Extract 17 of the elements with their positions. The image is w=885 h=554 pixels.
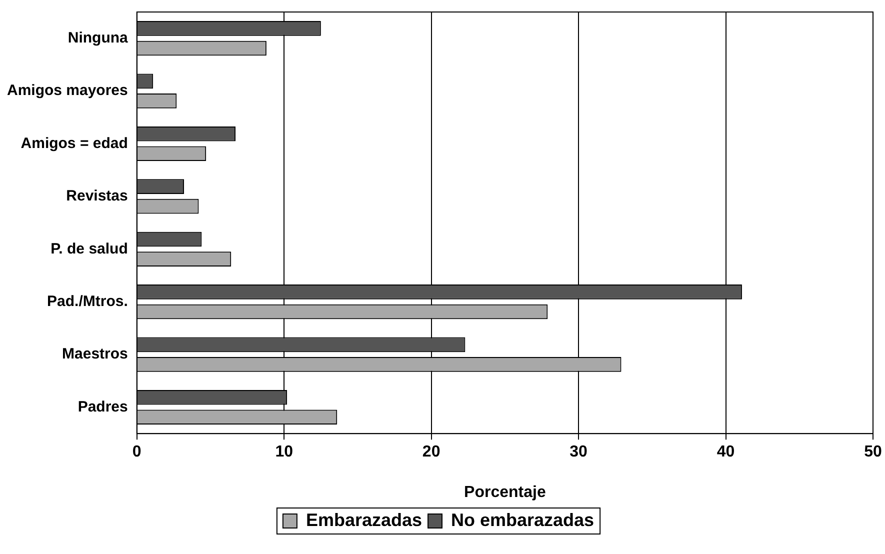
y-tick-label: Pad./Mtros.	[47, 292, 128, 310]
x-tick-label: 40	[716, 444, 735, 461]
y-tick-label: Revistas	[66, 188, 128, 205]
y-tick-label: Maestros	[62, 346, 128, 363]
y-tick-label: Ninguna	[68, 29, 129, 46]
y-tick-label: P. de salud	[50, 240, 128, 258]
legend-label: No embarazadas	[451, 510, 594, 530]
y-tick-label: Amigos = edad	[20, 134, 128, 152]
x-tick-label: 0	[132, 444, 142, 461]
x-tick-label: 20	[422, 444, 440, 461]
x-axis-title: Porcentaje	[464, 484, 546, 501]
y-tick-label: Padres	[78, 398, 128, 416]
x-tick-label: 10	[275, 444, 294, 461]
x-tick-label: 30	[570, 444, 588, 461]
legend-label: Embarazadas	[306, 510, 422, 530]
x-tick-label: 50	[864, 444, 882, 461]
y-tick-label: Amigos mayores	[6, 82, 128, 100]
